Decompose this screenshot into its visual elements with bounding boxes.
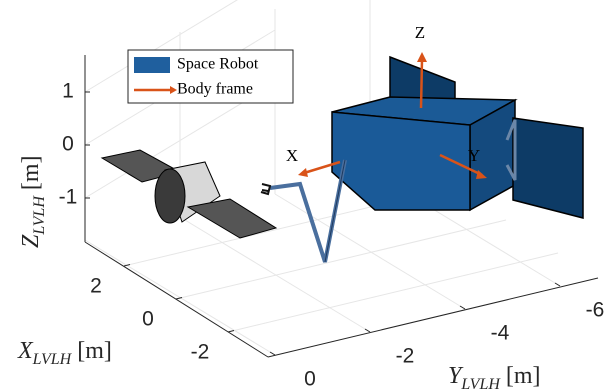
axis-subscript: LVLH (32, 351, 73, 368)
y-tick (365, 329, 370, 332)
z-tick-label: 0 (62, 133, 74, 156)
z-axis-label: ZLVLH [m] (18, 155, 48, 248)
annotation: X (286, 146, 298, 165)
y-tick-label: -4 (491, 322, 510, 345)
y-tick-label: -2 (396, 345, 415, 368)
y-tick-label: -6 (586, 299, 604, 322)
axis-unit: [m] (77, 338, 112, 364)
legend-label: Space Robot (177, 56, 259, 73)
z-tick-label: -1 (59, 186, 78, 209)
y-axis-label: YLVLH[m] (448, 363, 541, 392)
x-tick-label: -2 (191, 341, 210, 364)
x-axis-label: XLVLH[m] (17, 338, 112, 368)
axis-unit: [m] (18, 155, 44, 190)
grid-line (176, 220, 506, 299)
axis-unit: [m] (506, 363, 541, 389)
legend-swatch (134, 57, 170, 73)
annotation: Z (415, 23, 425, 42)
x-tick-label: 0 (142, 308, 154, 331)
y-tick (460, 306, 465, 309)
legend: Space Robot Body frame (128, 50, 293, 103)
legend-label: Body frame (177, 81, 253, 98)
x-tick-label: 2 (90, 275, 102, 298)
y-tick (555, 283, 560, 286)
axis-subscript: LVLH (31, 195, 48, 236)
axis-subscript: LVLH (460, 376, 501, 392)
axis-symbol: X (17, 338, 34, 364)
y-tick-label: 0 (304, 368, 316, 391)
y-tick (270, 352, 275, 355)
target-satellite (102, 150, 276, 238)
figure: 1 0 -1 2 0 -2 0 -2 -4 -6 Z X Y Space Robot Body fr… (0, 0, 604, 392)
z-tick-label: 1 (62, 80, 74, 103)
x-axis-line (85, 242, 268, 357)
axis-symbol: Z (18, 234, 44, 248)
annotation: Y (468, 146, 480, 165)
